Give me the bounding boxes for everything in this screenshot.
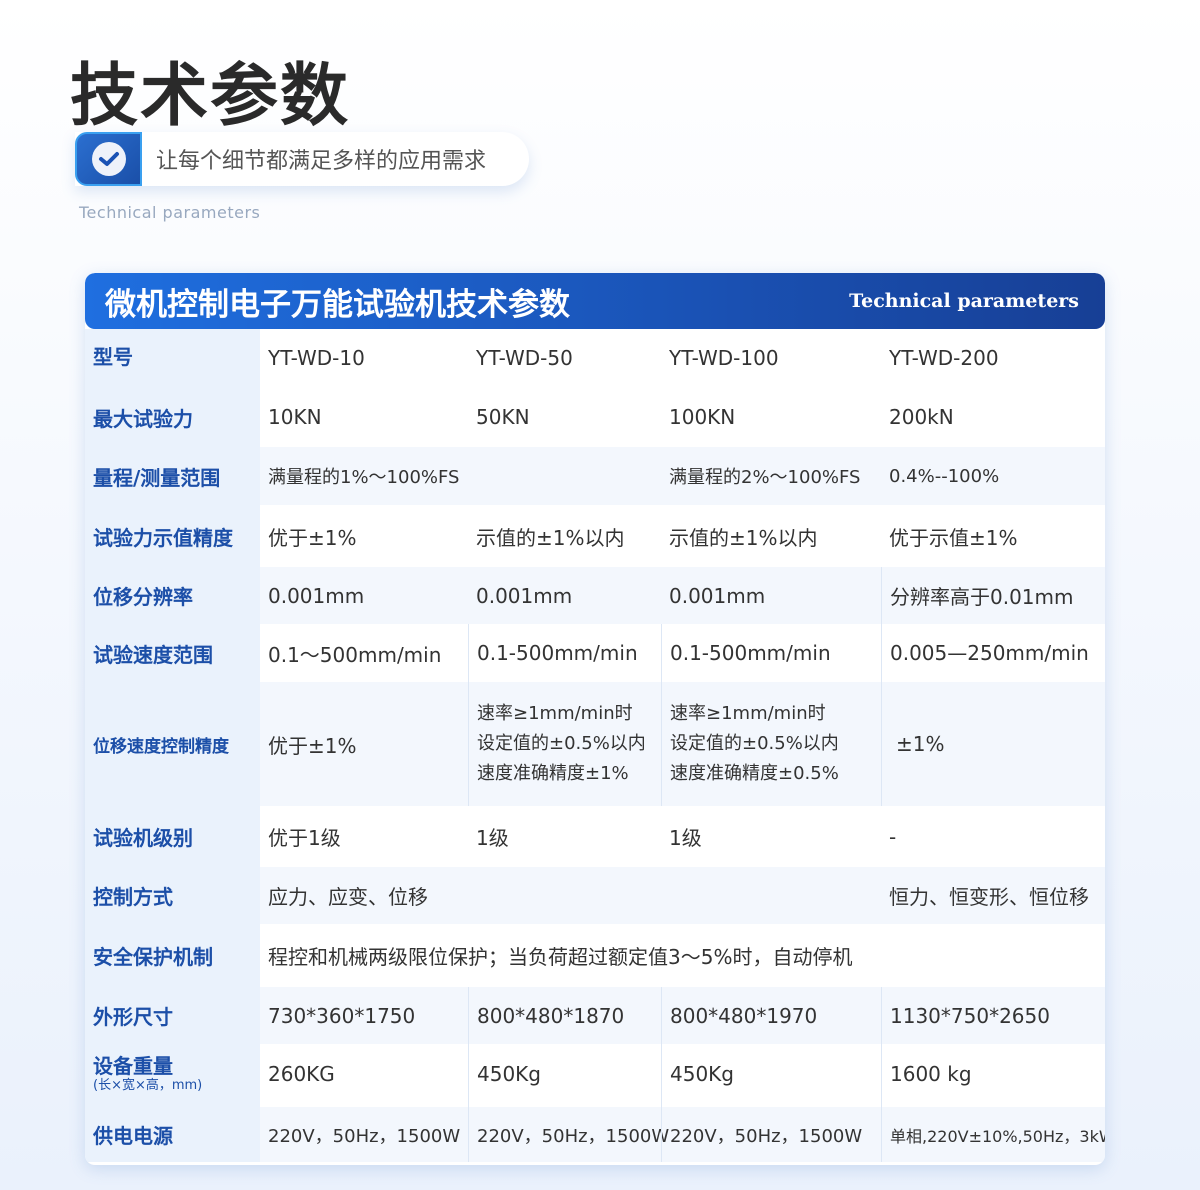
cell-line: 设定值的±0.5%以内 bbox=[477, 733, 646, 754]
table-cell: YT-WD-10 bbox=[268, 346, 365, 370]
row-label: 位移分辨率 bbox=[85, 567, 260, 624]
table-cell: 0.1-500mm/min bbox=[661, 624, 881, 682]
table-cell: 100KN bbox=[669, 405, 736, 429]
row-label: 外形尺寸 bbox=[85, 987, 260, 1044]
table-row: 设备重量 (长×宽×高，mm) 260KG 450Kg 450Kg 1600 kg bbox=[85, 1044, 1105, 1107]
table-row: 位移分辨率 0.001mm 0.001mm 0.001mm 分辨率高于0.01mm bbox=[85, 567, 1105, 624]
table-cell: 优于±1% bbox=[268, 733, 357, 758]
table-cell: 0.1-500mm/min bbox=[468, 624, 661, 682]
table-row: 外形尺寸 730*360*1750 800*480*1870 800*480*1970… bbox=[85, 987, 1105, 1044]
table-row: 位移速度控制精度 优于±1% 速率≥1mm/min时 设定值的±0.5%以内 速度准确精… bbox=[85, 682, 1105, 806]
table-cell: 速率≥1mm/min时 设定值的±0.5%以内 速度准确精度±1% bbox=[468, 682, 661, 806]
table-title-en: Technical parameters bbox=[849, 290, 1079, 312]
table-row: 控制方式 应力、应变、位移 恒力、恒变形、恒位移 bbox=[85, 867, 1105, 924]
table-cell: 应力、应变、位移 bbox=[268, 885, 428, 909]
table-cell: 示值的±1%以内 bbox=[669, 525, 818, 550]
table-cell: 优于±1% bbox=[268, 525, 357, 550]
badge bbox=[75, 132, 142, 186]
tagline-banner: 让每个细节都满足多样的应用需求 bbox=[75, 132, 529, 186]
table-cell: 满量程的2%～100%FS bbox=[669, 467, 861, 488]
table-cell: 50KN bbox=[476, 405, 530, 429]
table-cell: 分辨率高于0.01mm bbox=[881, 567, 1103, 624]
table-row: 安全保护机制 程控和机械两级限位保护；当负荷超过额定值3～5%时，自动停机 bbox=[85, 924, 1105, 987]
table-cell: 满量程的1%～100%FS bbox=[268, 467, 460, 488]
row-label: 供电电源 bbox=[85, 1107, 260, 1162]
row-label: 试验机级别 bbox=[85, 806, 260, 867]
table-cell: 800*480*1870 bbox=[468, 987, 661, 1044]
table-row: 供电电源 220V，50Hz，1500W 220V，50Hz，1500W 220V，5… bbox=[85, 1107, 1105, 1162]
table-cell: 220V，50Hz，1500W bbox=[468, 1107, 669, 1162]
table-cell: 0.1～500mm/min bbox=[268, 642, 442, 667]
table-row: 型号 YT-WD-10 YT-WD-50 YT-WD-100 YT-WD-200 bbox=[85, 329, 1105, 387]
table-cell: 0.001mm bbox=[669, 583, 766, 608]
table-cell: 1600 kg bbox=[881, 1044, 1103, 1107]
row-label: 位移速度控制精度 bbox=[85, 682, 260, 806]
page-title: 技术参数 bbox=[70, 57, 351, 136]
table-row: 试验速度范围 0.1～500mm/min 0.1-500mm/min 0.1-500m… bbox=[85, 624, 1105, 682]
table-cell: 程控和机械两级限位保护；当负荷超过额定值3～5%时，自动停机 bbox=[268, 945, 853, 969]
table-cell: 0.4%--100% bbox=[889, 465, 1000, 487]
table-cell: 恒力、恒变形、恒位移 bbox=[889, 885, 1089, 909]
row-label: 型号 bbox=[85, 329, 260, 387]
subtitle: Technical parameters bbox=[79, 203, 261, 222]
table-cell: 速率≥1mm/min时 设定值的±0.5%以内 速度准确精度±0.5% bbox=[661, 682, 881, 806]
table-cell: 10KN bbox=[268, 405, 322, 429]
cell-line: 速率≥1mm/min时 bbox=[477, 703, 633, 724]
table-cell: 0.005—250mm/min bbox=[881, 624, 1103, 682]
table-header: 微机控制电子万能试验机技术参数 Technical parameters bbox=[85, 273, 1105, 329]
table-title: 微机控制电子万能试验机技术参数 bbox=[105, 286, 570, 323]
cell-line: 速率≥1mm/min时 bbox=[670, 703, 826, 724]
table-cell: 单相,220V±10%,50Hz，3kW bbox=[881, 1107, 1105, 1162]
cell-line: 速度准确精度±0.5% bbox=[670, 763, 839, 784]
table-cell: 800*480*1970 bbox=[661, 987, 881, 1044]
row-label: 安全保护机制 bbox=[85, 924, 260, 987]
cell-line: 设定值的±0.5%以内 bbox=[670, 733, 839, 754]
table-row: 试验机级别 优于1级 1级 1级 - bbox=[85, 806, 1105, 867]
row-label: 控制方式 bbox=[85, 867, 260, 924]
table-cell: 0.001mm bbox=[476, 583, 573, 608]
table-cell: 0.001mm bbox=[268, 583, 365, 608]
table-cell: YT-WD-200 bbox=[889, 346, 999, 370]
table-row: 试验力示值精度 优于±1% 示值的±1%以内 示值的±1%以内 优于示值±1% bbox=[85, 505, 1105, 567]
table-cell: 1130*750*2650 bbox=[881, 987, 1103, 1044]
table-cell bbox=[468, 447, 661, 505]
table-cell: 730*360*1750 bbox=[268, 1003, 416, 1028]
table-row: 量程/测量范围 满量程的1%～100%FS 满量程的2%～100%FS 0.4%--1… bbox=[85, 447, 1105, 505]
tagline: 让每个细节都满足多样的应用需求 bbox=[156, 149, 487, 174]
table-cell: 200kN bbox=[889, 405, 954, 429]
table-cell: - bbox=[889, 824, 897, 849]
spec-table: 微机控制电子万能试验机技术参数 Technical parameters 型号 Y… bbox=[85, 273, 1105, 1165]
table-cell: YT-WD-100 bbox=[669, 346, 779, 370]
table-cell: 优于1级 bbox=[268, 826, 341, 850]
table-cell: 220V，50Hz，1500W bbox=[661, 1107, 881, 1162]
table-cell: ±1% bbox=[881, 682, 1103, 806]
row-label-text: 设备重量 bbox=[93, 1053, 173, 1078]
row-label-note: (长×宽×高，mm) bbox=[93, 1077, 203, 1093]
table-cell: 优于示值±1% bbox=[889, 525, 1018, 550]
cell-line: 速度准确精度±1% bbox=[477, 763, 629, 784]
table-cell: 1级 bbox=[476, 826, 509, 850]
table-cell: 220V，50Hz，1500W bbox=[268, 1125, 461, 1147]
table-cell: YT-WD-50 bbox=[476, 346, 573, 370]
row-label: 设备重量 (长×宽×高，mm) bbox=[85, 1044, 260, 1107]
row-label: 试验速度范围 bbox=[85, 624, 260, 682]
check-circle-icon bbox=[91, 142, 126, 176]
row-label: 最大试验力 bbox=[85, 387, 260, 447]
table-cell: 260KG bbox=[268, 1062, 335, 1086]
table-cell: 450Kg bbox=[468, 1044, 661, 1107]
table-cell: 1级 bbox=[669, 826, 702, 850]
row-label: 试验力示值精度 bbox=[85, 505, 260, 567]
table-cell: 450Kg bbox=[661, 1044, 881, 1107]
row-label: 量程/测量范围 bbox=[85, 447, 260, 505]
table-cell: 示值的±1%以内 bbox=[476, 525, 625, 550]
table-row: 最大试验力 10KN 50KN 100KN 200kN bbox=[85, 387, 1105, 447]
